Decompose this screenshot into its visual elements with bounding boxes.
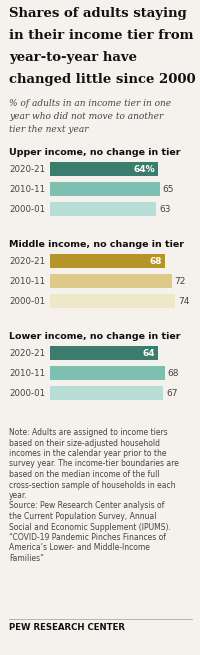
Text: 2020-21: 2020-21 xyxy=(9,257,45,265)
Text: 68: 68 xyxy=(168,369,179,377)
Text: tier the next year: tier the next year xyxy=(9,125,88,134)
Text: 2000-01: 2000-01 xyxy=(9,297,45,305)
Text: Social and Economic Supplement (IPUMS).: Social and Economic Supplement (IPUMS). xyxy=(9,523,171,531)
Text: PEW RESEARCH CENTER: PEW RESEARCH CENTER xyxy=(9,623,125,632)
Bar xyxy=(50,182,160,196)
Bar xyxy=(50,274,172,288)
Text: 65: 65 xyxy=(163,185,174,193)
Text: 2010-11: 2010-11 xyxy=(9,369,45,377)
Text: in their income tier from: in their income tier from xyxy=(9,29,194,42)
Text: 64%: 64% xyxy=(133,164,155,174)
Bar xyxy=(50,386,163,400)
Text: Source: Pew Research Center analysis of: Source: Pew Research Center analysis of xyxy=(9,502,164,510)
Text: Middle income, no change in tier: Middle income, no change in tier xyxy=(9,240,184,249)
Text: 67: 67 xyxy=(166,388,178,398)
Text: 2000-01: 2000-01 xyxy=(9,204,45,214)
Bar xyxy=(50,294,175,308)
Text: based on the median income of the full: based on the median income of the full xyxy=(9,470,160,479)
Text: year who did not move to another: year who did not move to another xyxy=(9,112,163,121)
Text: the Current Population Survey, Annual: the Current Population Survey, Annual xyxy=(9,512,156,521)
Text: Families”: Families” xyxy=(9,554,44,563)
Text: Upper income, no change in tier: Upper income, no change in tier xyxy=(9,148,180,157)
Text: 72: 72 xyxy=(174,276,186,286)
Text: 2020-21: 2020-21 xyxy=(9,348,45,358)
Text: incomes in the calendar year prior to the: incomes in the calendar year prior to th… xyxy=(9,449,166,458)
Text: 2000-01: 2000-01 xyxy=(9,388,45,398)
Text: based on their size-adjusted household: based on their size-adjusted household xyxy=(9,438,160,447)
Text: Note: Adults are assigned to income tiers: Note: Adults are assigned to income tier… xyxy=(9,428,168,437)
Text: year-to-year have: year-to-year have xyxy=(9,51,137,64)
Bar xyxy=(50,162,158,176)
Bar xyxy=(50,254,165,268)
Text: Lower income, no change in tier: Lower income, no change in tier xyxy=(9,332,180,341)
Text: 68: 68 xyxy=(149,257,162,265)
Text: 63: 63 xyxy=(159,204,171,214)
Text: year.: year. xyxy=(9,491,28,500)
Text: survey year. The income-tier boundaries are: survey year. The income-tier boundaries … xyxy=(9,460,179,468)
Text: changed little since 2000: changed little since 2000 xyxy=(9,73,196,86)
Text: “COVID-19 Pandemic Pinches Finances of: “COVID-19 Pandemic Pinches Finances of xyxy=(9,533,166,542)
Text: 2010-11: 2010-11 xyxy=(9,276,45,286)
Bar xyxy=(50,202,156,216)
Text: % of adults in an income tier in one: % of adults in an income tier in one xyxy=(9,99,171,108)
Text: 2010-11: 2010-11 xyxy=(9,185,45,193)
Text: America’s Lower- and Middle-Income: America’s Lower- and Middle-Income xyxy=(9,544,150,553)
Text: 2020-21: 2020-21 xyxy=(9,164,45,174)
Bar xyxy=(50,346,158,360)
Text: Shares of adults staying: Shares of adults staying xyxy=(9,7,187,20)
Bar xyxy=(50,366,165,380)
Text: 64: 64 xyxy=(142,348,155,358)
Text: cross-section sample of households in each: cross-section sample of households in ea… xyxy=(9,481,176,489)
Text: 74: 74 xyxy=(178,297,189,305)
